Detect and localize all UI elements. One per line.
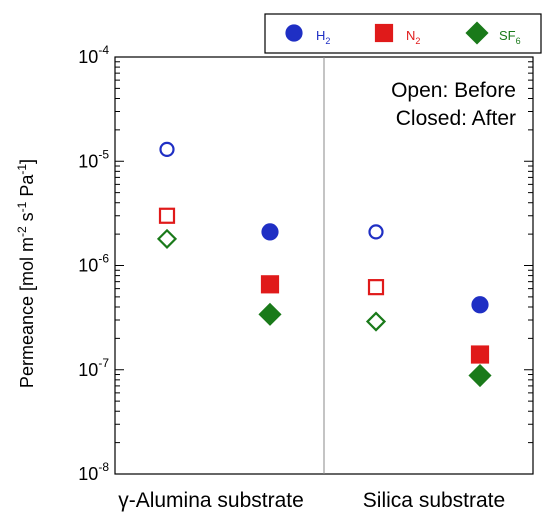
- point-h2-before: [159, 141, 175, 157]
- legend-label-sf6: SF6: [499, 28, 521, 46]
- labels-group: Open: Before Closed: After γ-Alumina subst…: [15, 79, 516, 512]
- point-h2-after: [471, 296, 489, 314]
- y-tick-label: 10-6: [78, 252, 109, 276]
- y-ticks-group: 10-8 10-7 10-6 10-5 10-4: [78, 43, 533, 484]
- point-n2-before: [158, 207, 176, 224]
- category-label-1: γ-Alumina substrate: [118, 489, 304, 512]
- point-n2-before: [367, 279, 385, 296]
- point-sf6-before: [365, 311, 387, 332]
- point-h2-after: [261, 223, 279, 241]
- point-n2-after: [470, 345, 490, 364]
- legend-label-n2: N2: [406, 28, 420, 46]
- y-axis-title: Permeance [mol m-2 s-1 Pa-1]: [15, 159, 37, 388]
- data-points-group: [156, 141, 492, 388]
- legend-marker-h2: [285, 24, 303, 42]
- point-n2-after: [260, 275, 280, 294]
- category-label-2: Silica substrate: [363, 489, 505, 512]
- y-tick-label: 10-5: [78, 147, 109, 171]
- legend-box: [264, 13, 542, 54]
- annotation-line-2: Closed: After: [396, 107, 516, 130]
- point-sf6-after: [258, 302, 282, 326]
- y-tick-label: 10-7: [78, 356, 109, 380]
- point-h2-before: [368, 224, 384, 240]
- annotation-line-1: Open: Before: [391, 79, 516, 102]
- legend-marker-n2: [374, 23, 394, 43]
- legend-label-h2: H2: [316, 28, 330, 46]
- point-sf6-before: [156, 228, 178, 249]
- legend: H2 N2 SF6: [264, 13, 542, 54]
- legend-marker-sf6: [465, 21, 489, 45]
- y-tick-label: 10-8: [78, 460, 109, 484]
- y-tick-label: 10-4: [78, 43, 109, 67]
- point-sf6-after: [468, 363, 492, 388]
